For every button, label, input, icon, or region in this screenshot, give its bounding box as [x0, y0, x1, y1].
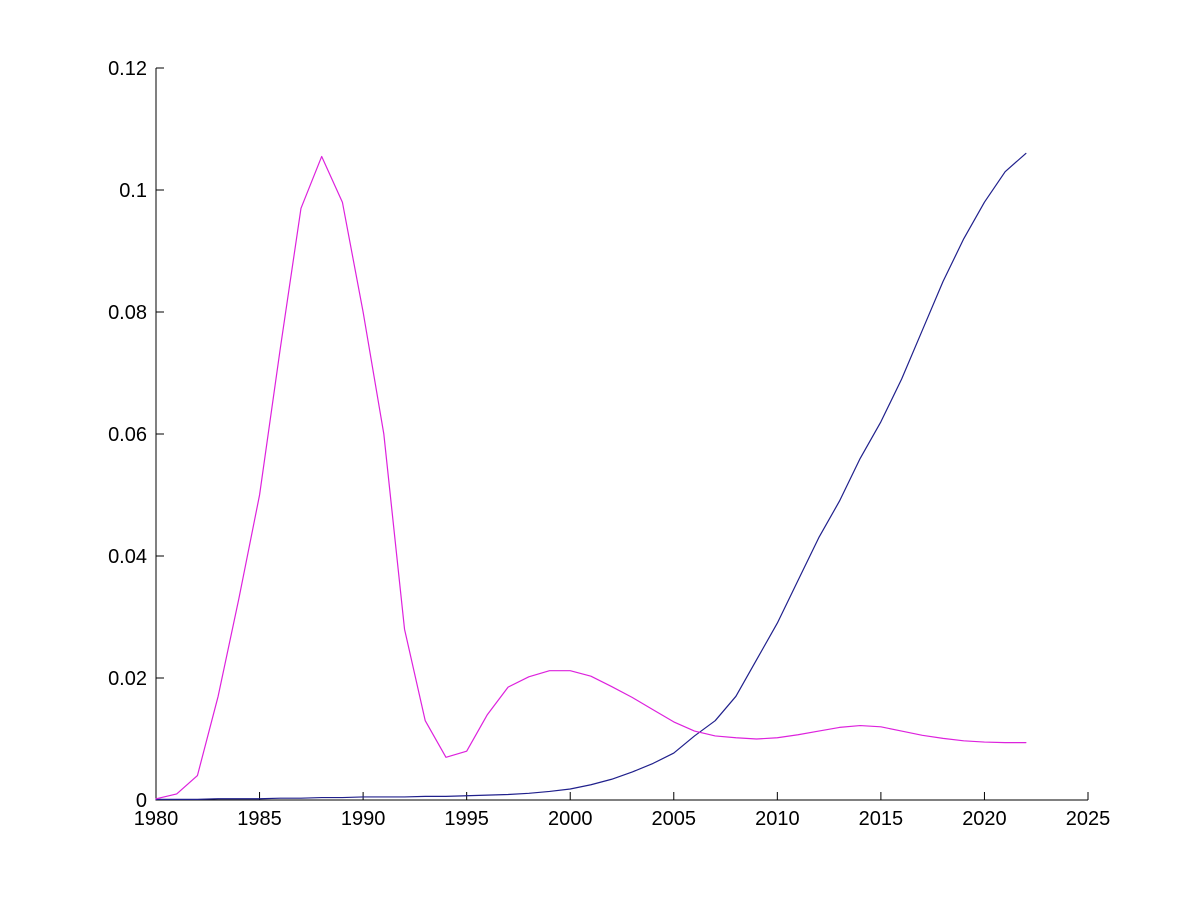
y-tick-label: 0.06 — [108, 424, 147, 446]
axis-lines — [155, 68, 1088, 801]
x-tick-label: 1985 — [237, 808, 282, 830]
tick-labels: 1980 1985 1990 1995 2000 2005 2010 2015 2020 2025… — [108, 58, 1110, 830]
navy-line — [155, 152, 1027, 800]
y-tick-label: 0.02 — [108, 668, 147, 690]
x-tick-label: 2005 — [652, 808, 697, 830]
y-tick-label: 0.08 — [108, 302, 147, 324]
chart-series — [155, 152, 1027, 800]
x-tick-label: 2010 — [755, 808, 800, 830]
y-tick-label: 0.12 — [108, 58, 147, 80]
magenta-line — [155, 155, 1027, 800]
x-tick-label: 1980 — [134, 808, 179, 830]
x-tick-label: 2000 — [548, 808, 593, 830]
y-tick-label: 0.1 — [119, 180, 147, 202]
y-tick-label: 0 — [136, 790, 147, 812]
x-tick-label: 2015 — [859, 808, 904, 830]
axes — [155, 67, 1089, 801]
x-tick-label: 2020 — [962, 808, 1007, 830]
y-tick-label: 0.04 — [108, 546, 147, 568]
x-tick-label: 2025 — [1066, 808, 1111, 830]
x-tick-label: 1995 — [444, 808, 489, 830]
x-tick-label: 1990 — [341, 808, 386, 830]
